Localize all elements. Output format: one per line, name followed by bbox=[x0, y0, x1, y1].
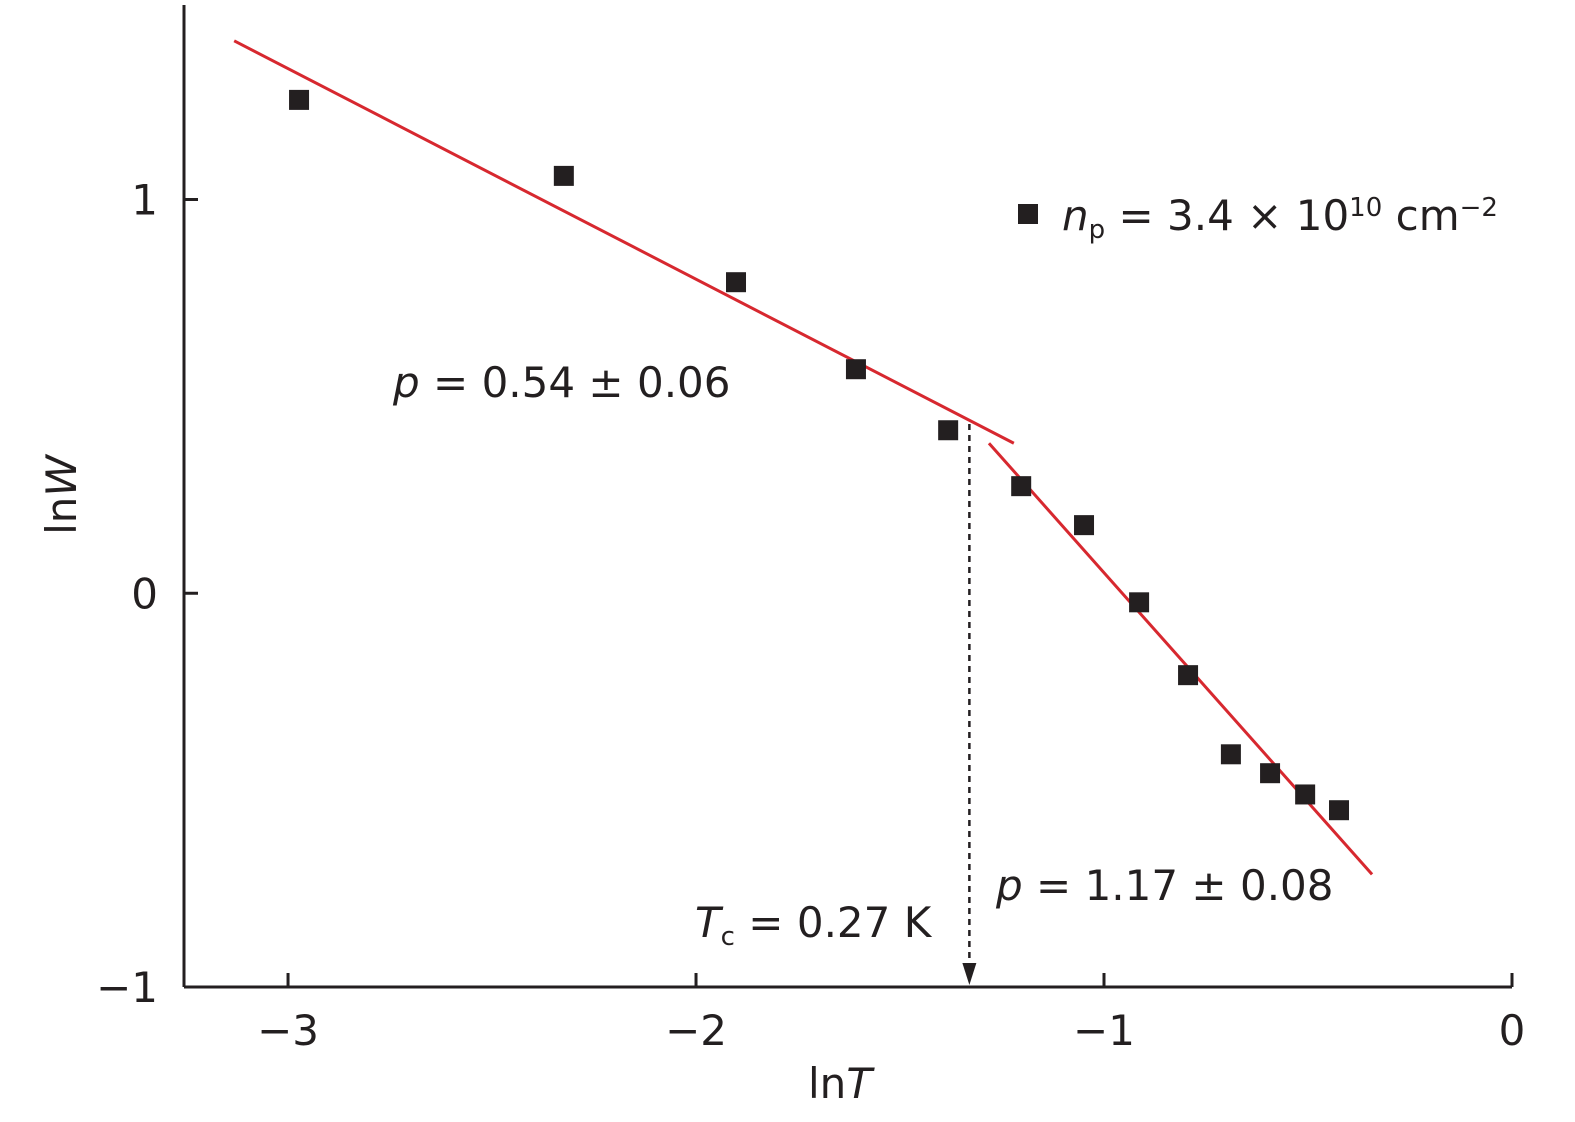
legend-label-part: 10 bbox=[1349, 193, 1382, 223]
data-point bbox=[1074, 515, 1095, 536]
legend-label-part: −2 bbox=[1460, 193, 1498, 223]
fit-line bbox=[987, 442, 1374, 876]
legend-label: np = 3.4 × 1010 cm−2 bbox=[1062, 191, 1498, 245]
data-point bbox=[1220, 744, 1241, 765]
fit-label: p = 1.17 ± 0.08 bbox=[995, 861, 1334, 910]
data-point bbox=[1178, 665, 1199, 686]
y-axis-label-part: ln bbox=[37, 497, 86, 535]
legend-marker bbox=[1018, 204, 1038, 224]
y-tick-label: 0 bbox=[131, 569, 158, 618]
tc-label-part: c bbox=[721, 922, 735, 952]
tc-label-part: T bbox=[695, 898, 724, 947]
fit-label-part: p bbox=[392, 358, 420, 407]
x-tick-label: −3 bbox=[257, 1006, 319, 1055]
fit-line bbox=[233, 39, 1015, 445]
y-tick-label: −1 bbox=[96, 963, 158, 1012]
data-point bbox=[726, 272, 747, 293]
legend-label-part: = 3.4 × 10 bbox=[1105, 191, 1349, 240]
tc-label-part: = 0.27 K bbox=[735, 898, 933, 947]
fit-label-part: = 1.17 ± 0.08 bbox=[1023, 861, 1334, 910]
legend-label-part: cm bbox=[1382, 191, 1459, 240]
x-tick-label: −1 bbox=[1073, 1006, 1135, 1055]
x-axis-label-part: ln bbox=[808, 1059, 846, 1108]
data-point bbox=[553, 165, 574, 186]
y-axis-label: lnW bbox=[37, 454, 86, 535]
data-point bbox=[289, 89, 310, 110]
tc-label: Tc = 0.27 K bbox=[695, 898, 933, 952]
y-tick-label: 1 bbox=[131, 176, 158, 225]
fit-label-part: p bbox=[995, 861, 1023, 910]
fit-label: p = 0.54 ± 0.06 bbox=[392, 358, 731, 407]
x-tick-label: 0 bbox=[1499, 1006, 1526, 1055]
data-point bbox=[1260, 763, 1281, 784]
fit-label-part: = 0.54 ± 0.06 bbox=[420, 358, 731, 407]
data-point bbox=[1295, 784, 1316, 805]
data-point bbox=[1011, 476, 1032, 497]
x-tick-label: −2 bbox=[665, 1006, 727, 1055]
data-point bbox=[845, 359, 866, 380]
y-axis-label-part: W bbox=[37, 454, 86, 497]
legend-label-part: p bbox=[1089, 215, 1106, 245]
x-axis-label-part: T bbox=[846, 1059, 875, 1108]
data-point bbox=[1329, 800, 1350, 821]
data-point bbox=[1129, 592, 1150, 613]
x-axis-label: lnT bbox=[808, 1059, 875, 1108]
tc-arrow-head bbox=[962, 963, 977, 985]
data-point bbox=[938, 420, 959, 441]
legend-label-part: n bbox=[1062, 191, 1089, 240]
